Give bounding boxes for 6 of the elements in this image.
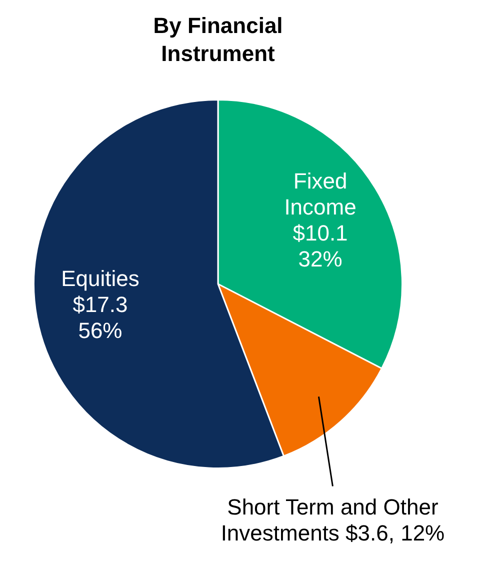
chart-title: By Financial Instrument (152, 12, 284, 68)
slice-label: Equities (61, 266, 140, 291)
data-label: $10.1 32% (292, 220, 348, 272)
data-label: $17.3 56% (72, 292, 128, 343)
slice-label: Fixed Income (284, 168, 356, 220)
slice-label: Short Term and Other Investments $3.6, 12% (220, 494, 445, 546)
